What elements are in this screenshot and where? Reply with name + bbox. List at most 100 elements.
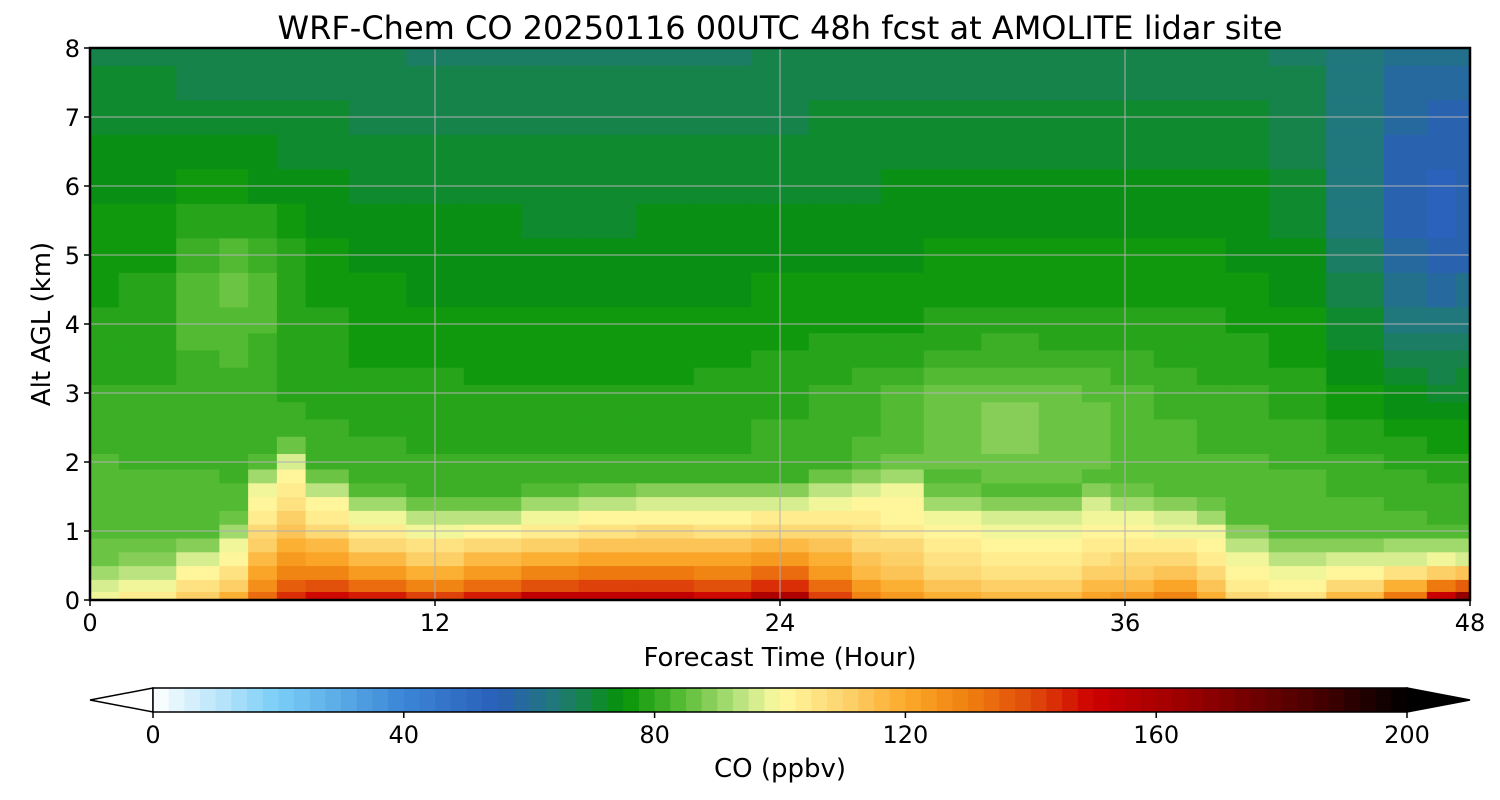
heatmap-cell bbox=[1225, 349, 1270, 368]
heatmap-cell bbox=[1110, 401, 1155, 420]
heatmap-cell bbox=[1225, 468, 1270, 484]
heatmap-cell bbox=[1110, 537, 1155, 553]
heatmap-cell bbox=[248, 332, 278, 351]
colorbar-swatch bbox=[513, 688, 530, 712]
heatmap-cell bbox=[981, 482, 1040, 498]
heatmap-cell bbox=[1426, 203, 1457, 239]
heatmap-cell bbox=[305, 272, 350, 308]
colorbar-swatch bbox=[529, 688, 546, 712]
heatmap-cell bbox=[1426, 482, 1457, 498]
heatmap-cell bbox=[636, 349, 695, 368]
colorbar-tick-label: 80 bbox=[639, 721, 670, 749]
colorbar-swatch bbox=[701, 688, 718, 712]
heatmap-cell bbox=[176, 565, 220, 580]
heatmap-cell bbox=[636, 537, 695, 553]
heatmap-cell bbox=[1081, 510, 1112, 525]
heatmap-cell bbox=[578, 468, 637, 484]
colorbar-swatch bbox=[1062, 688, 1079, 712]
heatmap-cell bbox=[1268, 65, 1327, 101]
colorbar-swatch bbox=[1281, 688, 1298, 712]
heatmap-cell bbox=[1455, 537, 1471, 553]
heatmap-cell bbox=[305, 565, 350, 580]
heatmap-cell bbox=[176, 453, 220, 470]
colorbar-swatch bbox=[827, 688, 844, 712]
heatmap-cell bbox=[276, 510, 307, 525]
colorbar-swatch bbox=[591, 688, 609, 712]
heatmap-cell bbox=[1196, 551, 1227, 567]
heatmap-cell bbox=[176, 401, 220, 420]
heatmap-cell bbox=[348, 579, 407, 592]
heatmap-cell bbox=[521, 48, 580, 66]
heatmap-cell bbox=[463, 496, 522, 511]
heatmap-cell bbox=[923, 468, 982, 484]
heatmap-cell bbox=[348, 272, 407, 308]
heatmap-cell bbox=[118, 510, 177, 525]
heatmap-cell bbox=[463, 579, 522, 592]
heatmap-cell bbox=[463, 468, 522, 484]
heatmap-cell bbox=[1110, 65, 1155, 101]
colorbar-swatch bbox=[262, 688, 279, 712]
colorbar-swatch bbox=[1250, 688, 1267, 712]
colorbar-tick-label: 120 bbox=[882, 721, 928, 749]
heatmap-cell bbox=[578, 496, 637, 511]
x-tick-label: 0 bbox=[82, 609, 97, 637]
heatmap-cell bbox=[1383, 579, 1428, 592]
heatmap-cell bbox=[1326, 272, 1385, 308]
heatmap-cell bbox=[176, 306, 220, 334]
heatmap-cell bbox=[248, 482, 278, 498]
heatmap-cell bbox=[1153, 436, 1198, 454]
heatmap-cell bbox=[880, 418, 925, 437]
grid bbox=[90, 48, 1470, 600]
heatmap-cell bbox=[521, 332, 580, 351]
heatmap-cell bbox=[348, 367, 407, 385]
colorbar-swatch bbox=[795, 688, 812, 712]
heatmap-cell bbox=[1426, 510, 1457, 525]
heatmap-cell bbox=[219, 401, 249, 420]
heatmap-cell bbox=[693, 565, 752, 580]
heatmap-cell bbox=[636, 134, 695, 170]
heatmap-cell bbox=[1383, 482, 1428, 498]
heatmap-cell bbox=[1081, 482, 1112, 498]
heatmap-cell bbox=[90, 436, 120, 454]
heatmap-cell bbox=[1081, 468, 1112, 484]
colorbar-swatch bbox=[544, 688, 562, 712]
heatmap-cell bbox=[1426, 349, 1457, 368]
heatmap-cell bbox=[248, 453, 278, 470]
heatmap-cell bbox=[1383, 453, 1428, 470]
heatmap-cell bbox=[348, 65, 407, 101]
colorbar-tick-label: 0 bbox=[145, 721, 160, 749]
heatmap-cell bbox=[578, 349, 637, 368]
heatmap-cell bbox=[880, 453, 925, 470]
colorbar-swatch bbox=[1140, 688, 1157, 712]
heatmap-cell bbox=[1081, 134, 1112, 170]
heatmap-cell bbox=[463, 272, 522, 308]
heatmap-cell bbox=[578, 436, 637, 454]
heatmap-cell bbox=[636, 306, 695, 334]
heatmap-cell bbox=[693, 436, 752, 454]
heatmap-cell bbox=[176, 551, 220, 567]
heatmap-cell bbox=[981, 579, 1040, 592]
heatmap-cell bbox=[923, 453, 982, 470]
heatmap-cell bbox=[1081, 496, 1112, 511]
colorbar-tick-label: 40 bbox=[389, 721, 420, 749]
heatmap-cell bbox=[305, 48, 350, 66]
heatmap-cell bbox=[851, 565, 882, 580]
heatmap-cell bbox=[276, 203, 307, 239]
heatmap-cell bbox=[808, 510, 853, 525]
heatmap-cell bbox=[90, 134, 120, 170]
colorbar-swatch bbox=[184, 688, 201, 712]
heatmap-cell bbox=[90, 482, 120, 498]
heatmap-cell bbox=[1383, 367, 1428, 385]
heatmap-cell bbox=[1225, 418, 1270, 437]
heatmap-cell bbox=[1268, 272, 1327, 308]
heatmap-cell bbox=[90, 537, 120, 553]
colorbar-swatch bbox=[403, 688, 420, 712]
colorbar-swatch bbox=[921, 688, 938, 712]
heatmap-cell bbox=[1196, 591, 1227, 601]
heatmap-cell bbox=[305, 134, 350, 170]
heatmap-cell bbox=[923, 203, 982, 239]
heatmap-cell bbox=[305, 537, 350, 553]
heatmap-cell bbox=[219, 591, 249, 601]
heatmap-cell bbox=[1455, 579, 1471, 592]
heatmap-cell bbox=[348, 510, 407, 525]
